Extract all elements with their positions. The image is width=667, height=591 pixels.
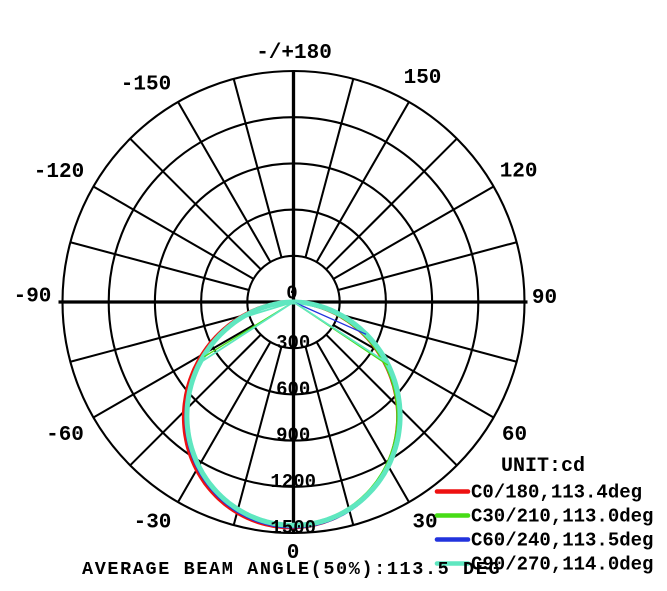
svg-text:UNIT:cd: UNIT:cd xyxy=(501,455,585,478)
svg-text:C0/180,113.4deg: C0/180,113.4deg xyxy=(471,482,642,504)
svg-text:C90/270,114.0deg: C90/270,114.0deg xyxy=(471,554,653,576)
svg-text:30: 30 xyxy=(412,512,437,535)
svg-text:C60/240,113.5deg: C60/240,113.5deg xyxy=(471,530,653,552)
svg-text:60: 60 xyxy=(502,424,527,447)
svg-text:-150: -150 xyxy=(121,74,171,97)
svg-text:0: 0 xyxy=(286,283,297,305)
svg-text:AVERAGE BEAM ANGLE(50%):113.5: AVERAGE BEAM ANGLE(50%):113.5 DEG xyxy=(82,559,501,580)
svg-text:1200: 1200 xyxy=(270,471,316,493)
svg-text:600: 600 xyxy=(276,379,310,401)
svg-text:-60: -60 xyxy=(46,424,84,447)
svg-text:-90: -90 xyxy=(14,286,52,309)
svg-text:900: 900 xyxy=(276,425,310,447)
svg-text:300: 300 xyxy=(276,332,310,354)
svg-text:-120: -120 xyxy=(34,161,84,184)
svg-text:0: 0 xyxy=(287,542,300,565)
svg-text:C30/210,113.0deg: C30/210,113.0deg xyxy=(471,506,653,528)
svg-text:-30: -30 xyxy=(134,512,172,535)
svg-text:150: 150 xyxy=(404,67,442,90)
svg-text:-/+180: -/+180 xyxy=(256,42,332,65)
svg-text:120: 120 xyxy=(500,161,538,184)
svg-text:90: 90 xyxy=(532,287,557,310)
svg-text:1500: 1500 xyxy=(270,517,316,539)
